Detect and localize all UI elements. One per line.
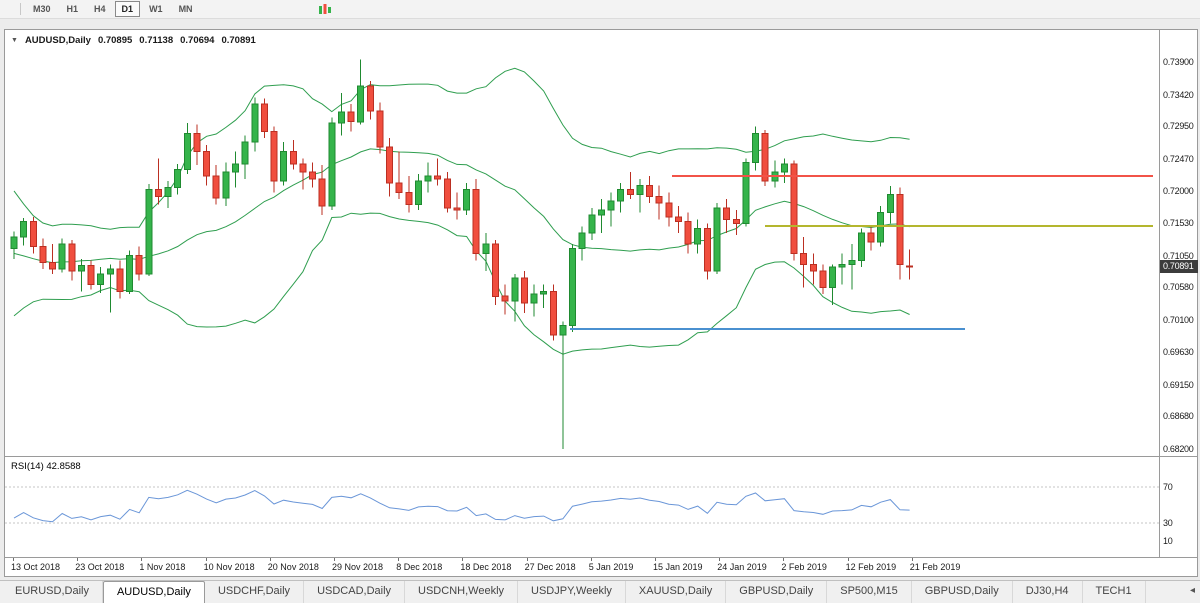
chart-tab-sp500-m15[interactable]: SP500,M15: [827, 581, 912, 603]
timeframe-w1-button[interactable]: W1: [149, 4, 163, 14]
trendlines: [570, 175, 1153, 330]
time-tick: [141, 558, 143, 561]
chart-tab-usdchf-daily[interactable]: USDCHF,Daily: [205, 581, 305, 603]
chart-tab-tech1[interactable]: TECH1: [1083, 581, 1146, 603]
time-tick: [911, 558, 913, 561]
time-scale[interactable]: 13 Oct 2018 23 Oct 2018 1 Nov 2018 10 Nov 2…: [5, 558, 1197, 576]
time-tick: [77, 558, 79, 561]
timeframe-m30-button[interactable]: M30: [33, 4, 51, 14]
time-tick: [847, 558, 849, 561]
rsi-bottom-divider: [5, 557, 1197, 558]
rsi-indicator-label: RSI(14) 42.8588: [11, 461, 81, 472]
chart-tab-bar: EURUSD,Daily AUDUSD,Daily USDCHF,Daily USDC…: [0, 580, 1200, 603]
chart-ohlc-header: ▼ AUDUSD,Daily 0.70895 0.71138 0.70694 0…: [11, 35, 256, 46]
price-scale-label: 0.68200: [1163, 444, 1194, 454]
chart-tab-eurusd-daily[interactable]: EURUSD,Daily: [2, 581, 103, 603]
timeframe-h1-button[interactable]: H1: [66, 4, 79, 14]
time-scale-label: 12 Feb 2019: [845, 562, 897, 572]
time-scale-label: 1 Nov 2018: [139, 562, 186, 572]
bollinger-bands: [13, 67, 910, 355]
bb-middle: [13, 148, 910, 264]
time-tick: [783, 558, 785, 561]
current-price-badge: 0.70891: [1160, 260, 1198, 273]
price-scale-label: 0.69630: [1163, 347, 1194, 357]
timeframe-buttons: M30 H1 H4 D1 W1 MN: [26, 0, 200, 18]
time-tick: [462, 558, 464, 561]
timeframe-d1-button[interactable]: D1: [114, 1, 141, 17]
chart-open-value: 0.70895: [97, 35, 133, 46]
rsi-scale-label: 10: [1163, 536, 1173, 546]
chart-tab-gbpusd-daily[interactable]: GBPUSD,Daily: [726, 581, 828, 603]
chart-close-value: 0.70891: [221, 35, 256, 46]
chart-tab-usdjpy-weekly[interactable]: USDJPY,Weekly: [518, 581, 626, 603]
price-scale-label: 0.71050: [1163, 251, 1194, 261]
chart-tab-usdcnh-weekly[interactable]: USDCNH,Weekly: [405, 581, 519, 603]
time-tick: [334, 558, 335, 561]
time-tick: [398, 558, 400, 561]
candles: [10, 59, 914, 449]
bb-upper: [13, 67, 910, 230]
one-click-trading-toggle[interactable]: ▼: [11, 37, 18, 44]
chart-tab-xauusd-daily[interactable]: XAUUSD,Daily: [626, 581, 727, 603]
rsi-line: [13, 489, 910, 523]
rsi-indicator: [5, 486, 1159, 524]
time-scale-label: 18 Dec 2018: [460, 562, 512, 572]
panel-divider[interactable]: [5, 456, 1197, 457]
rsi-scale-label: 30: [1163, 518, 1173, 528]
top-toolbar: M30 H1 H4 D1 W1 MN: [0, 0, 1200, 19]
time-tick: [269, 558, 271, 561]
time-scale-label: 23 Oct 2018: [75, 562, 125, 572]
price-scale-label: 0.70100: [1163, 315, 1194, 325]
chart-low-value: 0.70694: [180, 35, 215, 46]
chart-symbol-label: AUDUSD,Daily: [24, 35, 91, 46]
timeframe-h4-button[interactable]: H4: [94, 4, 106, 14]
new-order-icon[interactable]: [318, 3, 332, 15]
bb-lower: [13, 212, 910, 355]
time-tick: [590, 558, 592, 561]
toolbar-separator: [20, 3, 21, 15]
price-scale-label: 0.68680: [1163, 411, 1194, 421]
price-scale-label: 0.73420: [1163, 90, 1194, 100]
chart-tab-gbpusd-daily[interactable]: GBPUSD,Daily: [912, 581, 1013, 603]
time-scale-label: 2 Feb 2019: [781, 562, 827, 572]
time-tick: [719, 558, 721, 561]
time-scale-label: 21 Feb 2019: [909, 562, 961, 572]
time-scale-label: 24 Jan 2019: [717, 562, 767, 572]
time-scale-label: 8 Dec 2018: [396, 562, 443, 572]
time-tick: [13, 558, 14, 561]
price-scale-label: 0.72000: [1163, 186, 1194, 196]
time-tick: [655, 558, 656, 561]
time-scale-label: 29 Nov 2018: [332, 562, 384, 572]
price-scale-label: 0.72950: [1163, 121, 1194, 131]
price-scale[interactable]: 0.70891 0.73900 0.73420 0.72950 0.72470 0.72…: [1159, 30, 1198, 576]
time-tick: [526, 558, 528, 561]
chart-tab-audusd-daily[interactable]: AUDUSD,Daily: [102, 581, 205, 603]
price-scale-label: 0.71530: [1163, 218, 1194, 228]
chart-tab-dj30-h4[interactable]: DJ30,H4: [1013, 581, 1083, 603]
tab-scroll-left-button[interactable]: ◂: [1186, 584, 1198, 597]
chart-tab-usdcad-daily[interactable]: USDCAD,Daily: [304, 581, 406, 603]
time-scale-label: 15 Jan 2019: [653, 562, 703, 572]
time-scale-label: 20 Nov 2018: [267, 562, 319, 572]
price-scale-label: 0.73900: [1163, 57, 1194, 67]
time-scale-label: 10 Nov 2018: [203, 562, 255, 572]
price-scale-label: 0.72470: [1163, 154, 1194, 164]
price-scale-label: 0.69150: [1163, 380, 1194, 390]
price-scale-label: 0.70580: [1163, 282, 1194, 292]
time-scale-label: 5 Jan 2019: [588, 562, 634, 572]
rsi-scale-label: 70: [1163, 482, 1173, 492]
time-scale-label: 27 Dec 2018: [524, 562, 576, 572]
chart-window: ▼ AUDUSD,Daily 0.70895 0.71138 0.70694 0…: [4, 29, 1198, 577]
chart-canvas[interactable]: [5, 30, 1159, 576]
chart-high-value: 0.71138: [139, 35, 174, 46]
time-scale-label: 13 Oct 2018: [11, 562, 61, 572]
timeframe-mn-button[interactable]: MN: [178, 4, 193, 14]
time-tick: [205, 558, 207, 561]
